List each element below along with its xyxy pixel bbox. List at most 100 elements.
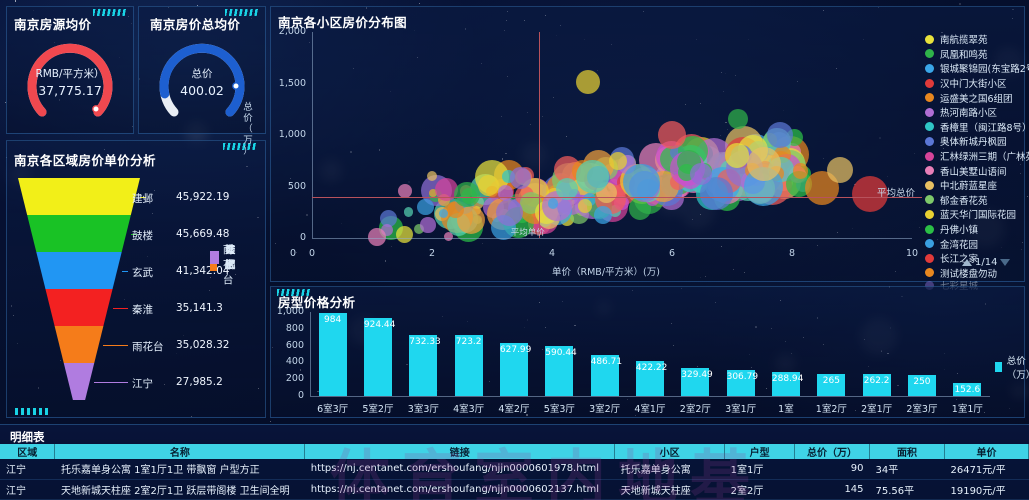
bar-value-label: 590.44 [545,348,577,359]
bar-x-axis [310,396,990,397]
scatter-legend-item[interactable]: 郁金香花苑 [925,193,1029,208]
scatter-legend-item[interactable]: 中北蔚蓝星座 [925,178,1029,193]
scatter-legend-item[interactable]: 凤凰和鸣苑 [925,47,1029,62]
scatter-bubble[interactable] [454,182,480,208]
scatter-bubble[interactable] [576,160,609,193]
table-cell: 托乐嘉单身公寓 [614,459,725,480]
scatter-bubble[interactable] [438,208,448,218]
scatter-bubble[interactable] [435,178,459,202]
bar-column[interactable] [635,360,664,396]
bar-category-label: 2室1厅 [861,404,893,415]
scatter-legend-item[interactable]: 银城聚锦园(东宝路2号） [925,61,1029,76]
scatter-bubble[interactable] [547,198,559,209]
scatter-legend-item[interactable]: 汉中门大街小区 [925,76,1029,91]
bar-column[interactable] [907,375,936,396]
scatter-bubble[interactable] [689,162,713,186]
scatter-legend-item[interactable]: 七彩星城 [925,280,1029,290]
bar-column[interactable] [862,374,891,396]
scatter-legend-item[interactable]: 长江之家 [925,251,1029,266]
scatter-bubble[interactable] [728,108,748,129]
bar-column[interactable] [363,318,392,396]
scatter-bubble[interactable] [446,201,464,219]
table-column-header[interactable]: 户型 [724,444,796,459]
scatter-bubble[interactable] [398,183,413,199]
scatter-bubble[interactable] [509,167,532,189]
scatter-bubble[interactable] [608,152,627,171]
scatter-bubble[interactable] [556,177,579,200]
scatter-legend-item[interactable]: 蓝天华门国际花园 [925,207,1029,222]
bar-column[interactable] [953,383,982,396]
bar-column[interactable] [318,313,347,396]
bar-column[interactable] [454,335,483,396]
table-column-header[interactable]: 总价（万） [794,444,871,459]
scatter-legend-item[interactable]: 金湾花园 [925,236,1029,251]
bar-column[interactable] [545,346,574,396]
scatter-bubble[interactable] [477,174,499,196]
bar-column[interactable] [409,334,438,396]
scatter-bubble[interactable] [792,163,809,179]
scatter-bubble[interactable] [427,171,437,182]
bar-category-label: 1室2厅 [815,404,847,415]
scatter-bubble[interactable] [628,197,652,220]
bar-column[interactable] [681,368,710,396]
scatter-bubble[interactable] [403,206,414,217]
panel-title-scatter: 南京各小区房价分布图 [278,15,408,30]
scatter-legend-item[interactable]: 汇林绿洲三期（广林苑） [925,149,1029,164]
scatter-legend-swatch-icon [925,180,934,190]
scatter-bubble[interactable] [495,198,524,227]
table-column-header[interactable]: 区域 [0,444,56,459]
bar-column[interactable] [817,373,846,396]
scatter-bubble[interactable] [577,198,592,213]
scatter-legend-item[interactable]: 香樟里（闽江路8号） [925,120,1029,135]
bar-column[interactable] [726,370,755,396]
table-column-header[interactable]: 单价 [944,444,1029,459]
scatter-bubble[interactable] [623,163,660,201]
scatter-legend-item[interactable]: 香山美墅山语间 [925,163,1029,178]
funnel-legend-item[interactable]: 雨花台 [210,242,240,287]
legend-page-down-icon[interactable] [1000,259,1011,266]
bar-column[interactable] [771,371,800,396]
table-cell: 托乐嘉单身公寓 1室1厅1卫 带飘窗 户型方正 [54,459,305,480]
gauge-avg-total-price: 总价 400.02 [152,30,252,130]
scatter-legend-item[interactable]: 热河南路小区 [925,105,1029,120]
bar-column[interactable] [499,343,528,396]
scatter-bubble[interactable] [443,231,454,241]
funnel-legend-label: 江宁 [224,244,236,271]
bar-value-label: 732.33 [409,336,441,347]
table-row[interactable]: 江宁 天地新城天柱座 2室2厅1卫 跃层带阁楼 卫生间全明 https://nj.c… [0,479,1029,500]
scatter-bubble[interactable] [417,198,434,216]
funnel-legend-item[interactable]: 江宁 [210,242,240,272]
scatter-bubble[interactable] [395,225,414,244]
scatter-bubble[interactable] [747,146,782,181]
table-column-header[interactable]: 小区 [614,444,726,459]
scatter-bubble[interactable] [420,217,436,233]
scatter-legend-item[interactable]: 测试楼盘勿动 [925,266,1029,281]
bar-category-label: 3室2厅 [589,404,621,415]
scatter-legend-item[interactable]: 奥体新城丹枫园 [925,134,1029,149]
legend-page-up-icon[interactable] [962,259,972,266]
table-column-header[interactable]: 链接 [304,444,616,459]
table-column-header[interactable]: 面积 [869,444,945,459]
bar-chart-legend[interactable]: 总价（万） [995,353,1029,381]
scatter-bubble[interactable] [368,228,387,246]
scatter-bubble[interactable] [380,209,398,227]
scatter-bubble[interactable] [827,157,853,184]
scatter-legend-item[interactable]: 运盛美之国6组团 [925,90,1029,105]
scatter-bubble[interactable] [593,205,612,224]
scatter-bubble[interactable] [576,70,600,95]
scatter-bubble[interactable] [658,121,686,149]
bar-column[interactable] [590,355,619,396]
scatter-bubble[interactable] [852,175,888,212]
gauge-total-value: 400.02 [180,83,224,98]
scatter-legend-item[interactable]: 南航揽翠苑 [925,32,1029,47]
legend-pager[interactable]: 1/14 [962,257,1011,268]
table-row[interactable]: 江宁 托乐嘉单身公寓 1室1厅1卫 带飘窗 户型方正 https://nj.cent… [0,459,1029,480]
scatter-bubble[interactable] [429,189,438,198]
scatter-bubble[interactable] [767,122,793,148]
scatter-legend-item[interactable]: 丹佛小镇 [925,222,1029,237]
scatter-bubble[interactable] [724,143,750,168]
table-column-header[interactable]: 名称 [54,444,306,459]
scatter-bubble[interactable] [413,224,424,235]
table-cell: 19190元/平 [944,479,1029,500]
scatter-legend-swatch-icon [925,253,934,263]
